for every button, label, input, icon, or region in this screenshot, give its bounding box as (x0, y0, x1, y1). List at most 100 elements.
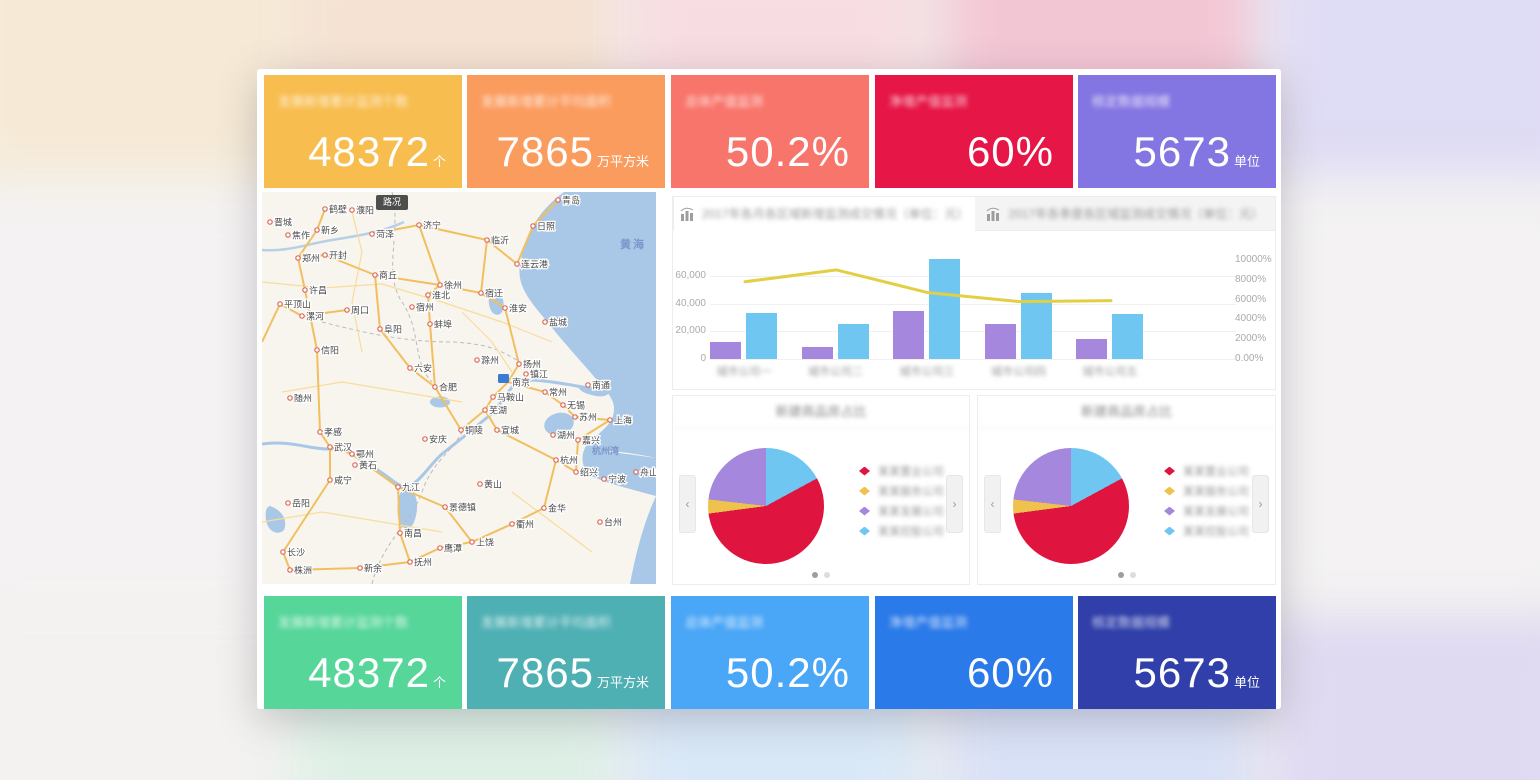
legend-item[interactable]: 某某发展公司 (1164, 501, 1249, 521)
map-city-上海[interactable]: 上海 (607, 413, 633, 427)
map-city-咸宁[interactable]: 咸宁 (327, 473, 353, 487)
map-city-淮北[interactable]: 淮北 (425, 289, 451, 302)
map-city-常州[interactable]: 常州 (542, 385, 568, 399)
map-city-马鞍山[interactable]: 马鞍山 (490, 390, 525, 404)
legend-item[interactable]: 某某控股公司 (1164, 521, 1249, 541)
map-city-宁波[interactable]: 宁波 (601, 472, 627, 486)
legend-item[interactable]: 某某控股公司 (859, 521, 944, 541)
map-city-株洲[interactable]: 株洲 (287, 563, 313, 577)
carousel-prev-button[interactable]: ‹ (679, 475, 696, 533)
map-city-日照[interactable]: 日照 (530, 220, 556, 233)
map-city-岳阳[interactable]: 岳阳 (285, 496, 311, 510)
carousel-next-button[interactable]: › (946, 475, 963, 533)
map-city-绍兴[interactable]: 绍兴 (573, 465, 599, 479)
bar-purple[interactable] (710, 342, 741, 359)
carousel-dots[interactable] (812, 572, 830, 578)
map-city-台州[interactable]: 台州 (597, 515, 623, 529)
map-city-新余[interactable]: 新余 (357, 561, 383, 575)
map-city-鄂州[interactable]: 鄂州 (349, 448, 375, 461)
bar-blue[interactable] (1112, 314, 1143, 359)
bar-blue[interactable] (1020, 292, 1052, 359)
map-city-长沙[interactable]: 长沙 (280, 545, 306, 559)
map-city-合肥[interactable]: 合肥 (432, 380, 458, 394)
map-city-六安[interactable]: 六安 (407, 361, 433, 375)
traffic-toggle-button[interactable]: 路况 (376, 195, 408, 210)
map-city-阜阳[interactable]: 阜阳 (377, 322, 403, 336)
map-city-连云港[interactable]: 连云港 (514, 257, 549, 271)
map-city-郑州[interactable]: 郑州 (295, 251, 321, 265)
map-city-鹤壁[interactable]: 鹤壁 (322, 202, 348, 216)
map-city-安庆[interactable]: 安庆 (422, 432, 448, 446)
map-city-鹰潭[interactable]: 鹰潭 (437, 541, 463, 555)
map-city-景德镇[interactable]: 景德镇 (442, 500, 477, 514)
bar-purple[interactable] (893, 310, 924, 359)
carousel-next-button[interactable]: › (1252, 475, 1269, 533)
map-city-平顶山[interactable]: 平顶山 (277, 298, 312, 311)
bar-blue[interactable] (837, 323, 869, 359)
map-city-信阳[interactable]: 信阳 (314, 343, 340, 357)
bar-purple[interactable] (801, 346, 833, 359)
map-city-扬州[interactable]: 扬州 (516, 357, 542, 371)
map-city-黄山[interactable]: 黄山 (477, 477, 503, 491)
map-city-金华[interactable]: 金华 (541, 501, 567, 515)
map-panel[interactable]: 路况 (262, 192, 656, 584)
map-city-嘉兴[interactable]: 嘉兴 (575, 433, 601, 447)
map-city-杭州[interactable]: 杭州 (553, 453, 579, 467)
map-city-许昌[interactable]: 许昌 (302, 283, 328, 297)
map-city-商丘[interactable]: 商丘 (372, 268, 398, 282)
dot-active[interactable] (1117, 572, 1124, 578)
map-city-滁州[interactable]: 滁州 (474, 354, 500, 367)
map-city-蚌埠[interactable]: 蚌埠 (427, 317, 453, 331)
bar-blue[interactable] (746, 313, 777, 359)
map-city-菏泽[interactable]: 菏泽 (369, 228, 395, 241)
map-city-徐州[interactable]: 徐州 (437, 278, 463, 292)
map-city-随州[interactable]: 随州 (287, 391, 313, 405)
tab-monthly-chart[interactable]: 2017年各月各区域新增监测成交情况（单位：元） (673, 197, 975, 231)
map-city-焦作[interactable]: 焦作 (285, 228, 311, 242)
map-city-周口[interactable]: 周口 (344, 304, 370, 317)
map-city-宣城[interactable]: 宣城 (494, 423, 520, 437)
map-city-济宁[interactable]: 济宁 (416, 218, 442, 232)
dot-inactive[interactable] (824, 572, 830, 578)
selected-city-marker[interactable] (498, 374, 509, 383)
map-city-宿州[interactable]: 宿州 (409, 300, 435, 314)
legend-item[interactable]: 某某服务公司 (859, 481, 944, 501)
map-city-武汉[interactable]: 武汉 (327, 440, 353, 454)
carousel-prev-button[interactable]: ‹ (984, 475, 1001, 533)
map-city-临沂[interactable]: 临沂 (484, 233, 510, 247)
bar-purple[interactable] (984, 324, 1016, 359)
map-city-淮安[interactable]: 淮安 (502, 301, 528, 315)
map-city-盐城[interactable]: 盐城 (542, 315, 568, 329)
bar-blue[interactable] (929, 259, 960, 359)
carousel-dots[interactable] (1117, 572, 1136, 578)
map-city-黄石[interactable]: 黄石 (352, 458, 378, 472)
map-city-南通[interactable]: 南通 (585, 378, 611, 392)
map-city-濮阳[interactable]: 濮阳 (349, 203, 375, 217)
map-city-漯河[interactable]: 漯河 (299, 309, 325, 323)
map-city-九江[interactable]: 九江 (395, 481, 421, 494)
dot-inactive[interactable] (1129, 572, 1136, 578)
map-city-孝感[interactable]: 孝感 (317, 425, 343, 439)
map-city-上饶[interactable]: 上饶 (469, 535, 495, 549)
map-city-苏州[interactable]: 苏州 (572, 410, 598, 424)
map-city-芜湖[interactable]: 芜湖 (482, 403, 508, 417)
map-city-青岛[interactable]: 青岛 (555, 193, 581, 207)
pie-chart[interactable] (1013, 448, 1129, 564)
dot-active[interactable] (812, 572, 818, 578)
map-city-开封[interactable]: 开封 (322, 248, 348, 262)
map-city-抚州[interactable]: 抚州 (407, 555, 433, 569)
pie-chart[interactable] (708, 448, 824, 564)
bar-purple[interactable] (1076, 338, 1107, 359)
tab-quarterly-chart[interactable]: 2017年各季度各区域监测成交情况（单位：元） (974, 197, 1275, 231)
map-city-衢州[interactable]: 衢州 (509, 517, 535, 531)
map-city-湖州[interactable]: 湖州 (550, 429, 576, 442)
map-city-无锡[interactable]: 无锡 (560, 399, 586, 412)
map-city-宿迁[interactable]: 宿迁 (478, 286, 504, 300)
map-city-新乡[interactable]: 新乡 (314, 223, 340, 237)
legend-item[interactable]: 某某服务公司 (1164, 481, 1249, 501)
map-city-铜陵[interactable]: 铜陵 (458, 423, 484, 437)
legend-item[interactable]: 某某置业公司 (1164, 461, 1249, 481)
map-city-镇江[interactable]: 镇江 (523, 367, 549, 381)
legend-item[interactable]: 某某发展公司 (859, 501, 944, 521)
